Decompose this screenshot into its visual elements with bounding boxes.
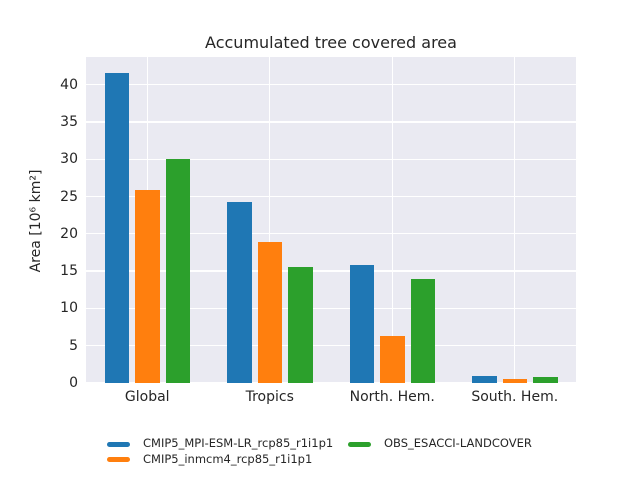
- plot-area: [86, 57, 576, 384]
- bar: [410, 278, 435, 383]
- gridline-vertical: [269, 57, 271, 383]
- gridline-horizontal: [86, 307, 576, 310]
- bar: [349, 265, 374, 383]
- y-tick-label: 10: [60, 300, 78, 317]
- legend-label: OBS_ESACCI-LANDCOVER: [384, 436, 532, 451]
- bar: [380, 336, 405, 383]
- gridline-vertical: [391, 57, 393, 383]
- y-tick-label: 5: [69, 337, 78, 354]
- legend-label: CMIP5_MPI-ESM-LR_rcp85_r1i1p1: [143, 436, 334, 451]
- y-tick-labels: 0 5 10 15 20 25 30 35 40: [0, 57, 78, 390]
- bar: [502, 378, 527, 383]
- bar: [227, 202, 252, 383]
- chart-title: Accumulated tree covered area: [205, 33, 457, 52]
- bar: [472, 375, 497, 383]
- y-tick-label: 30: [60, 151, 78, 168]
- legend-label: CMIP5_inmcm4_rcp85_r1i1p1: [143, 451, 313, 466]
- legend-swatch: [107, 457, 130, 462]
- y-tick-label: 0: [69, 375, 78, 391]
- x-tick-label: Global: [124, 389, 170, 405]
- x-tick-label: North. Hem.: [349, 389, 435, 405]
- bar: [533, 377, 558, 383]
- bar: [135, 189, 160, 383]
- y-tick-label: 35: [60, 113, 78, 130]
- bar: [104, 73, 129, 383]
- bar: [165, 159, 190, 383]
- y-tick-label: 40: [60, 76, 78, 93]
- legend-item: CMIP5_inmcm4_rcp85_r1i1p1: [107, 453, 312, 467]
- gridline-horizontal: [86, 382, 576, 384]
- y-tick-label: 25: [60, 188, 78, 205]
- legend-item: OBS_ESACCI-LANDCOVER: [348, 437, 532, 451]
- legend-swatch: [348, 441, 371, 447]
- y-tick-label: 20: [60, 225, 78, 242]
- legend: CMIP5_MPI-ESM-LR_rcp85_r1i1p1 CMIP5_inmcm…: [0, 430, 640, 475]
- gridline-horizontal: [86, 270, 576, 272]
- gridline-horizontal: [86, 233, 576, 235]
- gridline-vertical: [514, 57, 516, 383]
- bar: [257, 242, 282, 383]
- gridline-horizontal: [86, 83, 576, 86]
- bar: [288, 267, 313, 383]
- y-tick-label: 15: [60, 263, 78, 280]
- gridline-horizontal: [86, 121, 576, 123]
- x-tick-labels: Global Tropics North. Hem. South. Hem.: [86, 383, 576, 409]
- gridline-horizontal: [86, 195, 576, 198]
- legend-item: CMIP5_MPI-ESM-LR_rcp85_r1i1p1: [107, 437, 333, 451]
- gridline-horizontal: [86, 345, 576, 347]
- x-tick-label: South. Hem.: [471, 389, 559, 405]
- legend-swatch: [107, 441, 130, 447]
- x-tick-label: Tropics: [245, 389, 294, 405]
- gridline-horizontal: [86, 158, 576, 160]
